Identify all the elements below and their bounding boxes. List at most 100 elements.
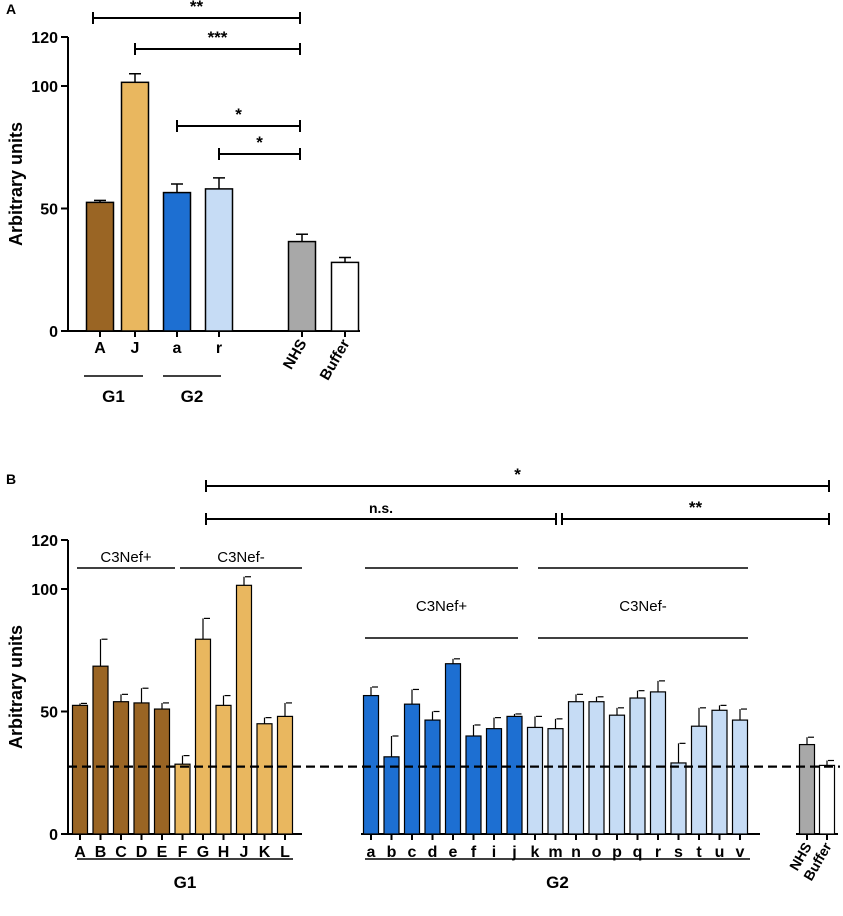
significance-3-label: * [256, 133, 263, 152]
significance-1-label: n.s. [369, 500, 393, 516]
bar-e [444, 663, 462, 835]
panel-a-label: A [6, 1, 16, 17]
y-axis-title: Arbitrary units [6, 122, 26, 246]
x-tick-label-v: v [736, 844, 745, 861]
x-tick-label-c: c [408, 844, 417, 861]
bar-B [92, 665, 109, 835]
x-tick-label-a: a [173, 340, 182, 357]
x-tick-label-L: L [280, 844, 290, 861]
x-tick-label-a: a [367, 844, 376, 861]
bar-d [424, 719, 441, 835]
bar-s [670, 762, 687, 835]
bar-Buffer [330, 261, 360, 332]
bar-E [153, 708, 171, 835]
significance-1-label: *** [208, 28, 228, 47]
bar-v [731, 719, 749, 835]
bar-o [588, 701, 605, 835]
y-tick-label: 100 [31, 79, 58, 96]
bar-J [235, 584, 253, 835]
y-tick-label: 50 [40, 202, 58, 219]
bar-A [71, 704, 89, 835]
x-tick-label-f: f [471, 844, 477, 861]
y-axis-title: Arbitrary units [6, 625, 26, 749]
group-label-G1: G1 [102, 387, 125, 406]
y-tick-label: 120 [31, 533, 58, 550]
x-tick-label-k: k [531, 844, 540, 861]
x-tick-label-B: B [95, 844, 107, 861]
x-tick-label-NHS: NHS [280, 337, 311, 373]
y-tick-label: 100 [31, 582, 58, 599]
significance-0-label: ** [190, 0, 204, 16]
x-tick-label-D: D [136, 844, 148, 861]
bar-i [485, 728, 503, 835]
bar-c [403, 703, 421, 835]
bar-F [174, 763, 191, 835]
panel-b-label: B [6, 471, 16, 487]
x-tick-label-K: K [259, 844, 271, 861]
bar-H [215, 704, 232, 835]
y-tick-label: 0 [49, 324, 58, 341]
bar-A [85, 201, 115, 332]
x-tick-label-n: n [571, 844, 581, 861]
bar-a [162, 191, 192, 332]
significance-2-label: ** [689, 498, 703, 517]
subgroup-label-1: C3Nef- [217, 549, 265, 566]
x-tick-label-E: E [157, 844, 168, 861]
bar-n [567, 701, 585, 835]
x-tick-label-A: A [94, 340, 106, 357]
x-tick-label-q: q [633, 844, 643, 861]
x-tick-label-t: t [696, 844, 702, 861]
bar-t [690, 725, 708, 835]
bar-k [526, 726, 544, 835]
x-tick-label-o: o [592, 844, 602, 861]
group-label-G2: G2 [181, 387, 204, 406]
bar-J [120, 81, 150, 332]
bar-NHS [798, 743, 816, 835]
significance-0-label: * [514, 465, 521, 484]
x-tick-label-p: p [612, 844, 622, 861]
bar-D [133, 702, 150, 835]
subgroup-label-2: C3Nef+ [416, 598, 468, 615]
x-tick-label-b: b [387, 844, 397, 861]
x-tick-label-s: s [674, 844, 683, 861]
x-tick-label-J: J [131, 340, 140, 357]
bar-p [608, 714, 626, 835]
x-tick-label-e: e [449, 844, 458, 861]
y-tick-label: 120 [31, 30, 58, 47]
bar-K [256, 723, 273, 835]
bar-b [383, 756, 400, 835]
bar-L [276, 715, 294, 835]
significance-2-label: * [235, 105, 242, 124]
bar-NHS [287, 240, 317, 332]
bar-j [506, 715, 523, 835]
bar-r [204, 188, 234, 332]
x-tick-label-A: A [74, 844, 86, 861]
x-tick-label-G: G [197, 844, 209, 861]
y-tick-label: 0 [49, 827, 58, 844]
group-label-G2: G2 [546, 873, 569, 892]
x-tick-label-H: H [218, 844, 230, 861]
bar-a [362, 694, 380, 835]
subgroup-label-3: C3Nef- [619, 598, 667, 615]
x-tick-label-J: J [240, 844, 249, 861]
x-tick-label-C: C [115, 844, 127, 861]
x-tick-label-Buffer: Buffer [317, 336, 354, 383]
bar-r [649, 691, 667, 835]
x-tick-label-r: r [216, 340, 222, 357]
x-tick-label-i: i [492, 844, 496, 861]
x-tick-label-d: d [428, 844, 438, 861]
x-tick-label-j: j [511, 844, 516, 861]
bar-m [547, 728, 564, 835]
bar-u [711, 709, 728, 835]
bar-f [465, 735, 482, 835]
subgroup-label-0: C3Nef+ [100, 549, 152, 566]
x-tick-label-u: u [715, 844, 725, 861]
bar-Buffer [818, 764, 836, 835]
y-tick-label: 50 [40, 705, 58, 722]
x-tick-label-r: r [655, 844, 661, 861]
bar-C [112, 701, 130, 835]
bar-G [194, 638, 212, 835]
